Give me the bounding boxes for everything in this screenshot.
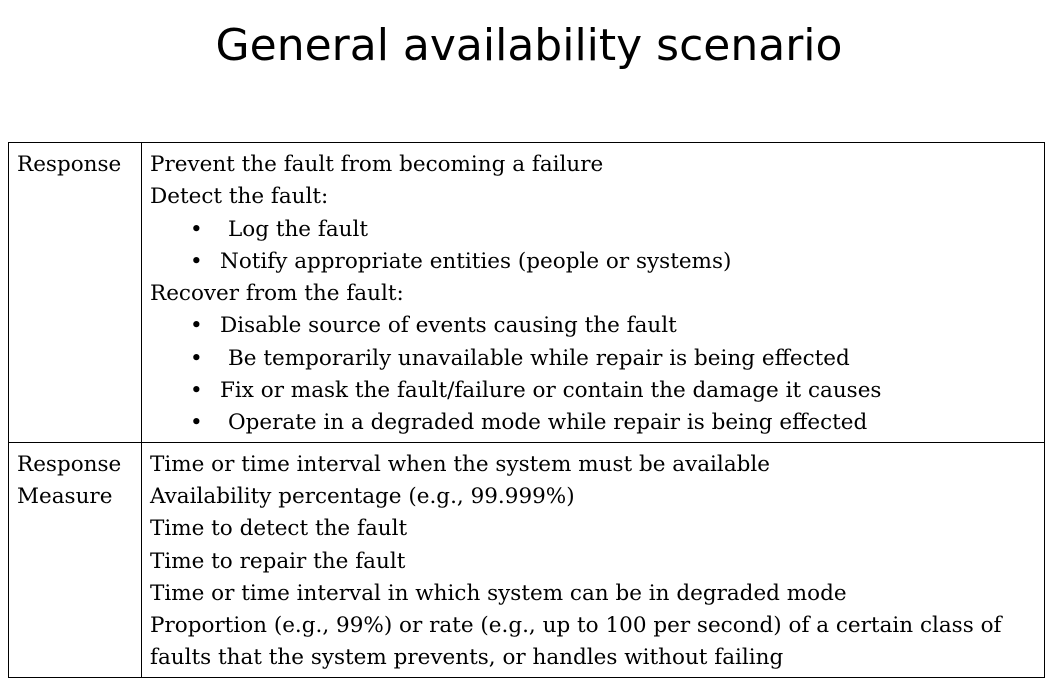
bullet-icon: • xyxy=(190,345,203,371)
bullet-icon: • xyxy=(190,313,203,339)
response-measure-cell: Time or time interval when the system mu… xyxy=(141,441,1045,678)
bullet-text: Fix or mask the fault/failure or contain… xyxy=(220,378,882,404)
measure-line: Time or time interval in which system ca… xyxy=(150,580,847,606)
measure-line: Proportion (e.g., 99%) or rate (e.g., up… xyxy=(150,613,1002,671)
row-label-text: Response xyxy=(17,152,122,177)
response-bullet-item: • Log the fault xyxy=(150,214,1036,246)
response-bullet-item: • Be temporarily unavailable while repair… xyxy=(150,343,1036,375)
bullet-text: Log the fault xyxy=(228,216,369,242)
measure-line: Time to repair the fault xyxy=(150,548,406,574)
row-label-text: Response Measure xyxy=(17,451,122,509)
response-bullet-item: • Operate in a degraded mode while repair… xyxy=(150,407,1036,439)
table-row-response: Response Prevent the fault from becoming… xyxy=(8,142,1045,443)
row-label-response: Response xyxy=(8,142,142,443)
bullet-text: Notify appropriate entities (people or s… xyxy=(220,248,732,274)
bullet-text: Disable source of events causing the fau… xyxy=(220,313,677,339)
scenario-table: Response Prevent the fault from becoming… xyxy=(8,142,1045,678)
row-label-response-measure: Response Measure xyxy=(8,441,142,678)
bullet-text: Be temporarily unavailable while repair … xyxy=(228,345,850,371)
bullet-icon: • xyxy=(190,410,203,436)
bullet-icon: • xyxy=(190,378,203,404)
bullet-text: Operate in a degraded mode while repair … xyxy=(228,410,868,436)
response-bullet-item: • Notify appropriate entities (people or … xyxy=(150,246,1036,278)
bullet-icon: • xyxy=(190,248,203,274)
response-bullet-item: • Disable source of events causing the fa… xyxy=(150,310,1036,342)
response-line: Detect the fault: xyxy=(150,184,329,210)
response-line: Recover from the fault: xyxy=(150,281,404,307)
bullet-icon: • xyxy=(190,216,203,242)
response-line: Prevent the fault from becoming a failur… xyxy=(150,152,604,177)
measure-line: Availability percentage (e.g., 99.999%) xyxy=(150,483,575,509)
slide-title: General availability scenario xyxy=(215,20,843,71)
measure-line: Time or time interval when the system mu… xyxy=(150,451,770,477)
measure-line: Time to detect the fault xyxy=(150,516,408,542)
response-cell: Prevent the fault from becoming a failur… xyxy=(141,142,1045,443)
table-row-response-measure: Response Measure Time or time interval w… xyxy=(8,441,1045,678)
response-bullet-item: • Fix or mask the fault/failure or contai… xyxy=(150,375,1036,407)
